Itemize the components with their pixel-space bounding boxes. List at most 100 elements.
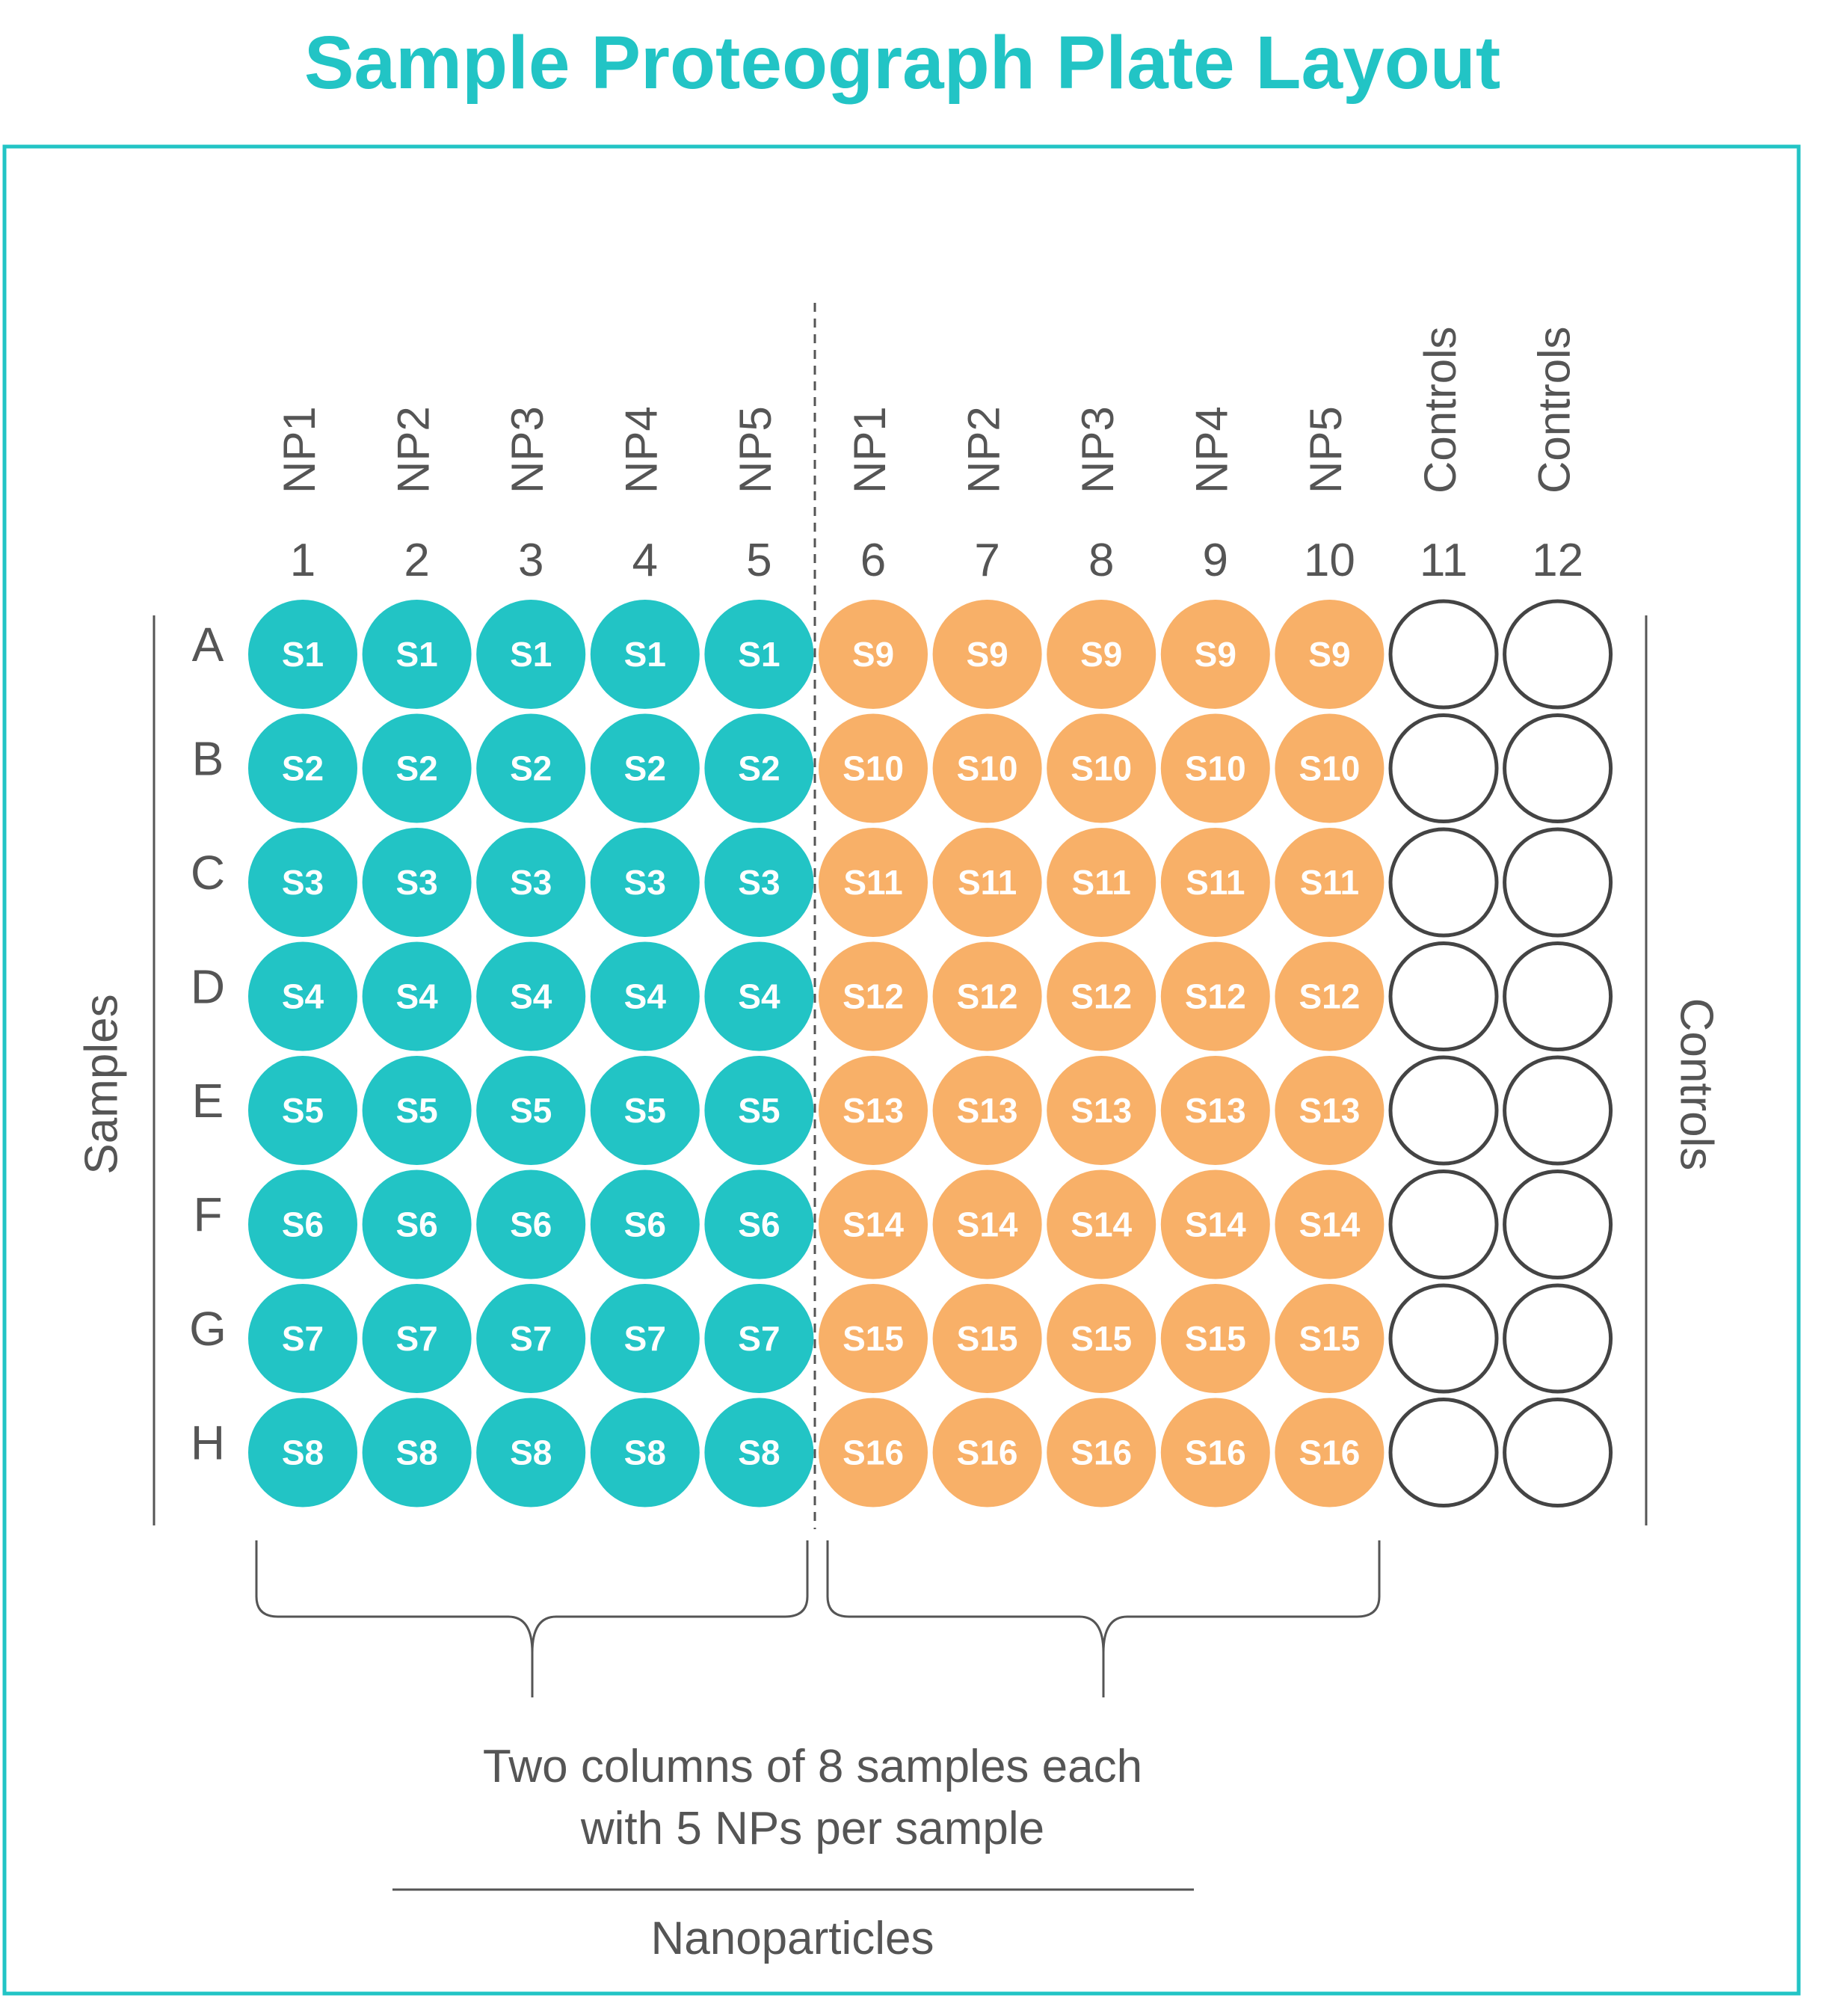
well-circle [476,1398,586,1507]
well-circle [1275,1284,1385,1393]
caption-line-2: with 5 NPs per sample [580,1803,1044,1854]
sample-well: S7 [362,1284,472,1393]
caption-line-1: Two columns of 8 samples each [483,1741,1142,1792]
well-label: S11 [843,863,902,902]
well-circle [590,828,700,937]
sample-well: S14 [932,1169,1042,1279]
sample-well: S6 [362,1169,472,1279]
well-label: S15 [1299,1319,1360,1358]
column-number: 8 [1088,535,1114,586]
well-label: S7 [395,1319,437,1358]
sample-well: S1 [590,600,700,709]
sample-well: S15 [1275,1284,1385,1393]
well-label: S10 [957,749,1018,788]
well-circle [1160,941,1270,1051]
sample-well: S7 [590,1284,700,1393]
sample-well: S7 [248,1284,357,1393]
well-circle [819,1169,928,1279]
sample-well: S16 [932,1398,1042,1507]
well-circle [362,941,472,1051]
sample-well: S1 [248,600,357,709]
control-well [1388,1169,1499,1279]
nanoparticles-label: Nanoparticles [650,1913,934,1964]
well-label: S16 [1071,1433,1132,1472]
sample-well: S11 [1047,828,1156,937]
column-number: 12 [1532,535,1583,586]
well-circle [476,1284,586,1393]
sample-well: S10 [1275,713,1385,823]
well-circle [1160,1284,1270,1393]
well-circle [362,1398,472,1507]
well-circle [1275,1056,1385,1165]
column-number: 1 [290,535,315,586]
sample-well: S8 [248,1398,357,1507]
sample-well: S3 [704,828,814,937]
well-circle [932,1284,1042,1393]
well-circle [476,1056,586,1165]
well-circle [1047,1169,1156,1279]
well-label: S12 [843,977,904,1016]
well-label: S8 [738,1433,780,1472]
sample-well: S5 [704,1056,814,1165]
control-well [1503,599,1613,710]
sample-well: S9 [1047,600,1156,709]
sample-well: S5 [248,1056,357,1165]
well-circle [590,600,700,709]
well-circle [932,828,1042,937]
sample-well: S15 [932,1284,1042,1393]
column-headers: NP1 NP2 NP3 NP4 NP5 NP1 NP2 NP3 NP4 NP5 Controls Co… [274,327,1580,494]
control-well [1388,941,1499,1051]
sample-well: S2 [590,713,700,823]
well-circle [362,828,472,937]
row-label: C [191,846,225,900]
column-number: 11 [1420,535,1467,586]
controls-side-label: Controls [1671,998,1722,1171]
sample-well: S10 [1160,713,1270,823]
control-well [1503,1398,1613,1507]
sample-well: S5 [590,1056,700,1165]
row-label: H [191,1416,225,1469]
sample-well: S4 [362,941,472,1051]
sample-well: S15 [1047,1284,1156,1393]
sample-well: S1 [476,600,586,709]
sample-well: S4 [476,941,586,1051]
well-circle [1160,1056,1270,1165]
sample-well: S8 [590,1398,700,1507]
sample-well: S12 [1275,941,1385,1051]
column-header: NP4 [617,406,667,494]
sample-well: S2 [362,713,472,823]
control-well [1388,599,1499,710]
well-circle [1275,713,1385,823]
well-circle [1160,600,1270,709]
column-header: NP5 [1301,406,1351,494]
sample-well: S15 [819,1284,928,1393]
well-label: S6 [738,1205,780,1244]
sample-well: S1 [362,600,472,709]
well-circle [704,1169,814,1279]
sample-well: S9 [1160,600,1270,709]
well-label: S3 [395,863,437,902]
well-circle [362,713,472,823]
well-circle [248,1398,357,1507]
well-circle [819,828,928,937]
well-circle [1047,1284,1156,1393]
well-label: S11 [1186,863,1245,902]
well-label: S5 [624,1091,666,1130]
control-well [1388,1283,1499,1394]
well-circle [819,1056,928,1165]
well-label: S5 [510,1091,552,1130]
well-label: S1 [395,635,437,674]
well-circle [248,941,357,1051]
well-label: S12 [1071,977,1132,1016]
sample-well: S13 [1160,1056,1270,1165]
sample-well: S16 [1160,1398,1270,1507]
column-header: NP1 [845,406,895,494]
well-label: S14 [1299,1205,1360,1244]
well-label: S5 [738,1091,780,1130]
sample-well: S8 [476,1398,586,1507]
well-circle [1503,1169,1613,1279]
well-label: S5 [395,1091,437,1130]
well-label: S16 [1299,1433,1360,1472]
column-number: 9 [1203,535,1228,586]
